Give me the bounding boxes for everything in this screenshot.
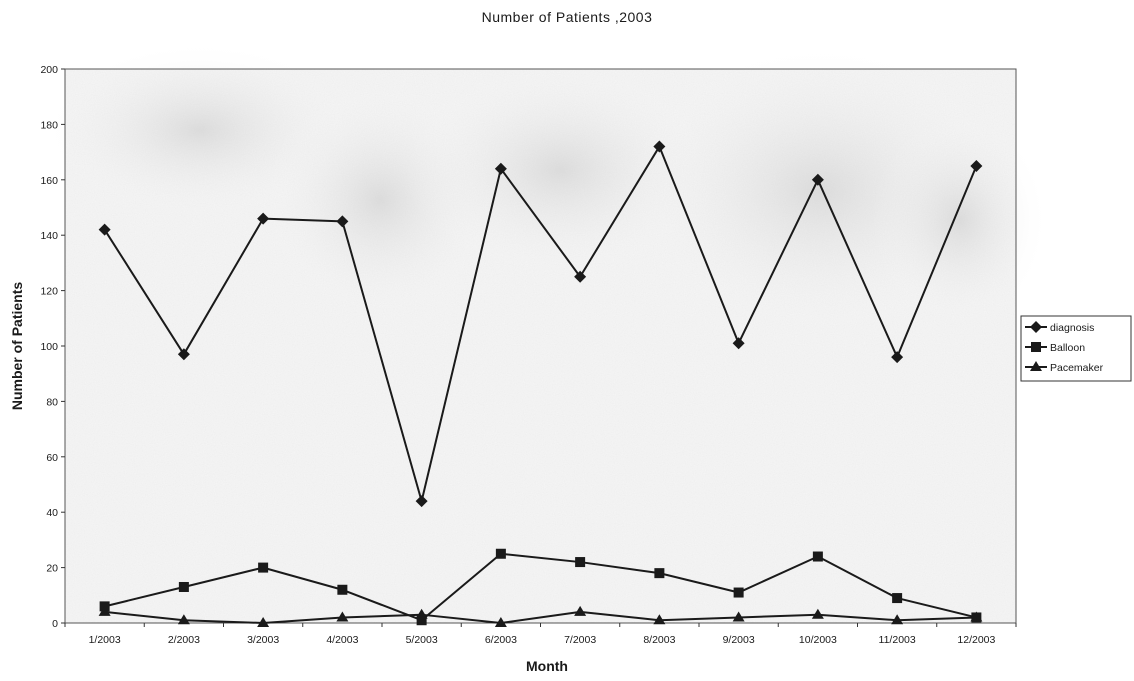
x-axis-title: Month bbox=[526, 658, 568, 674]
data-point bbox=[574, 605, 587, 616]
x-tick-label: 2/2003 bbox=[168, 634, 200, 646]
data-point bbox=[258, 562, 269, 573]
data-point bbox=[494, 617, 507, 627]
data-point bbox=[733, 587, 744, 598]
data-point bbox=[653, 140, 666, 153]
y-tick-label: 180 bbox=[40, 119, 58, 131]
y-tick-label: 80 bbox=[46, 396, 58, 408]
data-point bbox=[812, 551, 823, 562]
data-point bbox=[575, 557, 586, 568]
x-tick-label: 8/2003 bbox=[643, 634, 675, 646]
data-point bbox=[732, 611, 745, 622]
legend-label: diagnosis bbox=[1050, 322, 1094, 334]
y-tick-label: 200 bbox=[40, 64, 58, 76]
legend-items: diagnosis Balloon Pacemaker bbox=[1025, 321, 1104, 374]
data-point bbox=[337, 584, 348, 595]
data-point bbox=[177, 348, 190, 361]
chart-title: Number of Patients ,2003 bbox=[482, 9, 653, 25]
legend-item: Balloon bbox=[1025, 342, 1085, 354]
data-point bbox=[415, 495, 428, 508]
plot-texture bbox=[65, 69, 1016, 623]
x-tick-label: 9/2003 bbox=[723, 634, 755, 646]
x-axis: 1/2003 2/2003 3/2003 4/2003 5/2003 6/2003 7/20… bbox=[64, 623, 1017, 646]
data-point bbox=[653, 614, 666, 625]
y-axis-title: Number of Patients bbox=[9, 282, 25, 411]
series-line bbox=[104, 610, 977, 624]
series-pacemaker bbox=[98, 605, 983, 627]
data-point bbox=[98, 223, 111, 236]
y-tick-label: 20 bbox=[46, 563, 58, 575]
y-tick-label: 40 bbox=[46, 507, 58, 519]
data-point bbox=[177, 614, 190, 625]
legend-marker bbox=[1030, 321, 1042, 333]
data-point bbox=[811, 608, 824, 619]
data-point bbox=[891, 351, 904, 364]
data-point bbox=[811, 173, 824, 186]
y-tick-label: 120 bbox=[40, 286, 58, 298]
y-tick-label: 0 bbox=[52, 618, 58, 630]
legend-label: Balloon bbox=[1050, 342, 1085, 354]
x-tick-label: 12/2003 bbox=[957, 634, 995, 646]
data-point bbox=[257, 617, 270, 627]
data-point bbox=[336, 215, 349, 228]
data-point bbox=[494, 162, 507, 175]
data-point bbox=[257, 212, 270, 225]
series-diagnosis bbox=[98, 140, 983, 508]
x-tick-label: 11/2003 bbox=[879, 634, 916, 646]
legend-item: diagnosis bbox=[1025, 321, 1094, 334]
data-point bbox=[970, 159, 983, 172]
data-point bbox=[415, 608, 428, 619]
legend-marker bbox=[1031, 342, 1041, 352]
x-tick-label: 10/2003 bbox=[799, 634, 837, 646]
x-tick-label: 1/2003 bbox=[89, 634, 121, 646]
series-balloon bbox=[99, 548, 982, 626]
x-tick-label: 6/2003 bbox=[485, 634, 517, 646]
legend: diagnosis Balloon Pacemaker bbox=[1020, 315, 1132, 382]
data-point bbox=[98, 605, 111, 616]
y-tick-label: 100 bbox=[40, 341, 58, 353]
data-point bbox=[891, 614, 904, 625]
series-line bbox=[104, 552, 977, 622]
x-tick-label: 3/2003 bbox=[247, 634, 279, 646]
y-tick-label: 160 bbox=[40, 175, 58, 187]
data-point bbox=[574, 270, 587, 283]
data-point bbox=[654, 568, 665, 579]
series-layer bbox=[98, 140, 983, 627]
plot-area bbox=[40, 40, 1050, 624]
x-tick-label: 5/2003 bbox=[406, 634, 438, 646]
x-tick-label: 4/2003 bbox=[326, 634, 358, 646]
data-point bbox=[732, 337, 745, 350]
data-point bbox=[892, 593, 903, 604]
data-point bbox=[336, 611, 349, 622]
series-line bbox=[103, 145, 978, 503]
y-tick-label: 60 bbox=[46, 452, 58, 464]
legend-label: Pacemaker bbox=[1050, 362, 1104, 374]
legend-item: Pacemaker bbox=[1025, 361, 1104, 374]
data-point bbox=[495, 548, 506, 559]
y-tick-label: 140 bbox=[40, 230, 58, 242]
y-axis: 0 20 40 60 80 100 120 140 160 180 200 bbox=[40, 64, 65, 630]
data-point bbox=[970, 611, 983, 622]
x-tick-label: 7/2003 bbox=[564, 634, 596, 646]
data-point bbox=[416, 615, 427, 626]
legend-marker bbox=[1030, 361, 1042, 371]
data-point bbox=[178, 581, 189, 592]
